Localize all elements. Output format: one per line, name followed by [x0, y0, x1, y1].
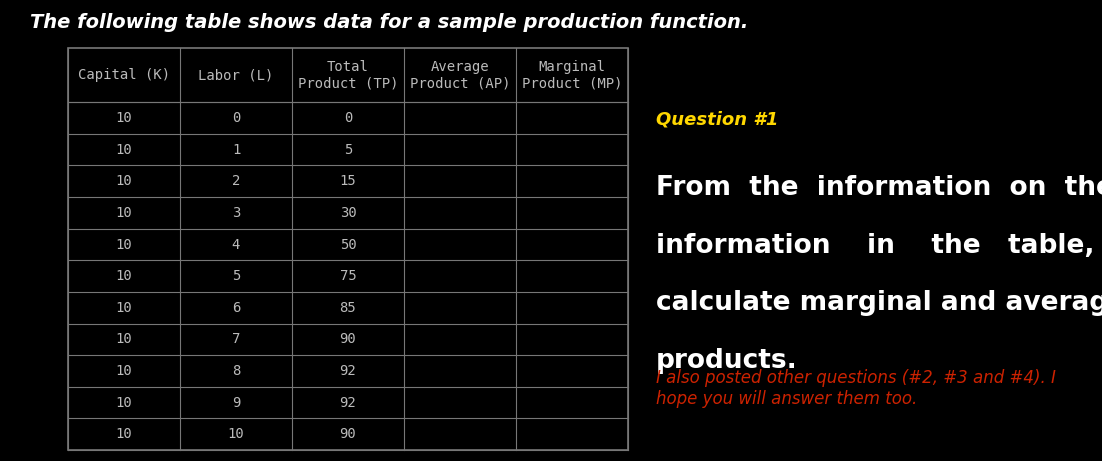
Text: 10: 10 — [116, 237, 132, 252]
Text: 10: 10 — [116, 143, 132, 157]
Text: 2: 2 — [231, 174, 240, 188]
Text: 7: 7 — [231, 332, 240, 346]
Text: calculate marginal and average: calculate marginal and average — [656, 290, 1102, 316]
Text: 10: 10 — [116, 206, 132, 220]
Text: 85: 85 — [339, 301, 356, 315]
Text: 15: 15 — [339, 174, 356, 188]
Text: 92: 92 — [339, 396, 356, 409]
Text: 9: 9 — [231, 396, 240, 409]
Text: Total
Product (TP): Total Product (TP) — [298, 60, 398, 90]
Text: 90: 90 — [339, 332, 356, 346]
Text: 6: 6 — [231, 301, 240, 315]
Text: 10: 10 — [228, 427, 245, 441]
Text: 10: 10 — [116, 301, 132, 315]
Text: Labor (L): Labor (L) — [198, 68, 273, 82]
Text: Capital (K): Capital (K) — [78, 68, 170, 82]
Bar — [68, 48, 628, 450]
Text: Average
Product (AP): Average Product (AP) — [410, 60, 510, 90]
Text: 1: 1 — [231, 143, 240, 157]
Text: 4: 4 — [231, 237, 240, 252]
Text: products.: products. — [656, 348, 798, 374]
Text: 3: 3 — [231, 206, 240, 220]
Text: The following table shows data for a sample production function.: The following table shows data for a sam… — [30, 12, 748, 31]
Text: 50: 50 — [339, 237, 356, 252]
Text: 75: 75 — [339, 269, 356, 283]
Text: 90: 90 — [339, 427, 356, 441]
Text: 0: 0 — [344, 111, 353, 125]
Text: 10: 10 — [116, 364, 132, 378]
Text: From  the  information  on  the: From the information on the — [656, 175, 1102, 201]
Text: 5: 5 — [231, 269, 240, 283]
Text: Marginal
Product (MP): Marginal Product (MP) — [521, 60, 623, 90]
Text: Question #1: Question #1 — [656, 110, 778, 128]
Text: 10: 10 — [116, 396, 132, 409]
Text: 5: 5 — [344, 143, 353, 157]
Text: 10: 10 — [116, 269, 132, 283]
Text: 0: 0 — [231, 111, 240, 125]
Text: 10: 10 — [116, 427, 132, 441]
Text: I also posted other questions (#2, #3 and #4). I
hope you will answer them too.: I also posted other questions (#2, #3 an… — [656, 369, 1056, 408]
Text: 10: 10 — [116, 332, 132, 346]
Text: 8: 8 — [231, 364, 240, 378]
Text: 30: 30 — [339, 206, 356, 220]
Text: information    in    the   table,: information in the table, — [656, 233, 1094, 259]
Text: 10: 10 — [116, 174, 132, 188]
Text: 10: 10 — [116, 111, 132, 125]
Text: 92: 92 — [339, 364, 356, 378]
